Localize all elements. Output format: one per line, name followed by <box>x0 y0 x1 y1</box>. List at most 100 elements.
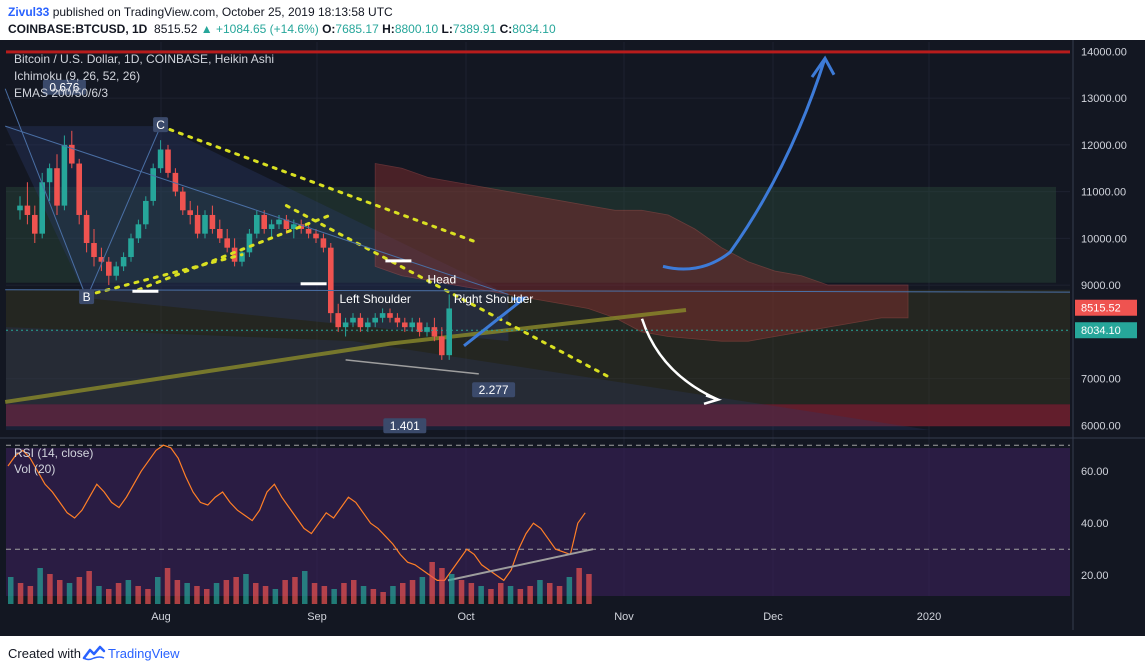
volume-bar <box>106 589 112 604</box>
volume-bar <box>37 568 43 604</box>
publish-info: published on TradingView.com, October 25… <box>52 5 393 19</box>
volume-bar <box>86 571 92 604</box>
candle <box>328 247 334 314</box>
candle <box>143 200 149 225</box>
triangle-line <box>5 289 1071 293</box>
support-zone <box>6 289 1070 405</box>
volume-bar <box>27 586 34 604</box>
candle <box>313 233 319 239</box>
candle <box>224 238 230 248</box>
candle <box>69 144 75 164</box>
candles <box>17 130 452 360</box>
rsi-legend[interactable]: RSI (14, close) <box>14 446 94 460</box>
emas-legend[interactable]: EMAS 200/50/6/3 <box>14 86 109 100</box>
date-tick-label: 2020 <box>917 611 941 623</box>
volume-bar <box>135 586 141 604</box>
open-value: 7685.17 <box>335 22 379 36</box>
volume-bar <box>537 580 543 604</box>
candle <box>106 261 112 276</box>
volume-bar <box>380 592 386 604</box>
volume-bar <box>145 589 151 604</box>
price-tag <box>1075 322 1137 339</box>
candle <box>431 327 438 337</box>
candle <box>113 266 119 276</box>
candle <box>298 224 304 229</box>
symbol-name: COINBASE:BTCUSD, 1D <box>8 22 148 36</box>
candle <box>357 317 364 328</box>
candle <box>335 313 341 328</box>
arrowhead-icon <box>511 296 529 305</box>
volume-bar <box>47 574 53 604</box>
volume-bar <box>390 586 396 604</box>
candle <box>409 322 415 328</box>
candle <box>350 317 356 323</box>
volume-bar <box>341 583 347 604</box>
close-label: C: <box>499 22 513 36</box>
candle <box>83 214 90 244</box>
candle <box>91 243 97 258</box>
zones <box>4 50 1070 430</box>
price-tick-label: 11000.00 <box>1081 187 1126 199</box>
volume-bar <box>125 580 132 604</box>
rsi-divergence-line <box>447 548 594 582</box>
volume-bar <box>527 586 533 604</box>
price-tick-label: 12000.00 <box>1081 140 1127 152</box>
triangle-line <box>5 125 509 295</box>
candle <box>61 144 68 206</box>
dotted-trend-channel <box>284 204 614 381</box>
volume-bar <box>586 574 592 604</box>
candle <box>46 168 53 183</box>
volume-bar <box>57 580 63 604</box>
tradingview-logo-icon[interactable] <box>82 644 106 662</box>
annotation-label: 2.277 <box>479 383 509 397</box>
volume-bar <box>253 583 259 604</box>
date-tick-label: Dec <box>763 611 783 623</box>
candle <box>439 336 445 356</box>
chart-svg[interactable]: C B Head Left Shoulder Right Shoulder 2.277 1.… <box>0 40 1145 636</box>
rsi-background <box>6 448 1070 596</box>
blue-arrow-long <box>662 57 827 271</box>
candle <box>39 182 45 234</box>
annotation-box <box>42 79 86 95</box>
chart-area[interactable]: C B Head Left Shoulder Right Shoulder 2.277 1.… <box>0 40 1145 636</box>
volume-bar <box>409 580 416 604</box>
symbol-line: COINBASE:BTCUSD, 1D 8515.52 ▲ +1084.65 (… <box>8 22 556 36</box>
close-value: 8034.10 <box>512 22 556 36</box>
volume-bar <box>8 577 14 604</box>
demand-zone <box>6 404 1070 427</box>
volume-bar <box>164 568 171 604</box>
candle <box>305 228 312 234</box>
candle <box>187 210 193 215</box>
candle <box>98 257 105 262</box>
price-tick-label: 14000.00 <box>1081 46 1127 58</box>
neckline <box>345 359 479 375</box>
last-price: 8515.52 <box>154 22 198 36</box>
volume-bar <box>507 586 514 604</box>
price-tick-label: 10000.00 <box>1081 233 1127 245</box>
candle <box>54 168 60 206</box>
date-tick-label: Oct <box>457 611 474 623</box>
candle <box>283 219 290 229</box>
volume-bar <box>262 586 269 604</box>
volume-bar <box>17 583 24 604</box>
abc-leg <box>4 88 88 299</box>
high-value: 8800.10 <box>394 22 439 36</box>
ichimoku-legend[interactable]: Ichimoku (9, 26, 52, 26) <box>14 69 141 83</box>
volume-bar <box>204 589 210 604</box>
candle <box>180 191 186 211</box>
price-tag <box>1075 299 1137 316</box>
candle <box>291 224 297 229</box>
volume-bar <box>282 580 288 604</box>
volume-bar <box>556 586 563 604</box>
annotation-label: Left Shoulder <box>340 292 411 306</box>
annotation-label: Right Shoulder <box>454 292 533 306</box>
author-link[interactable]: Zivul33 <box>8 5 50 19</box>
candle <box>416 322 423 332</box>
candle <box>379 313 386 318</box>
ema200-line <box>4 307 687 404</box>
tradingview-brand[interactable]: TradingView <box>108 646 180 661</box>
volume-bar <box>360 586 367 604</box>
volume-bar <box>566 577 573 604</box>
candle <box>372 317 378 323</box>
vol-legend[interactable]: Vol (20) <box>14 462 56 476</box>
